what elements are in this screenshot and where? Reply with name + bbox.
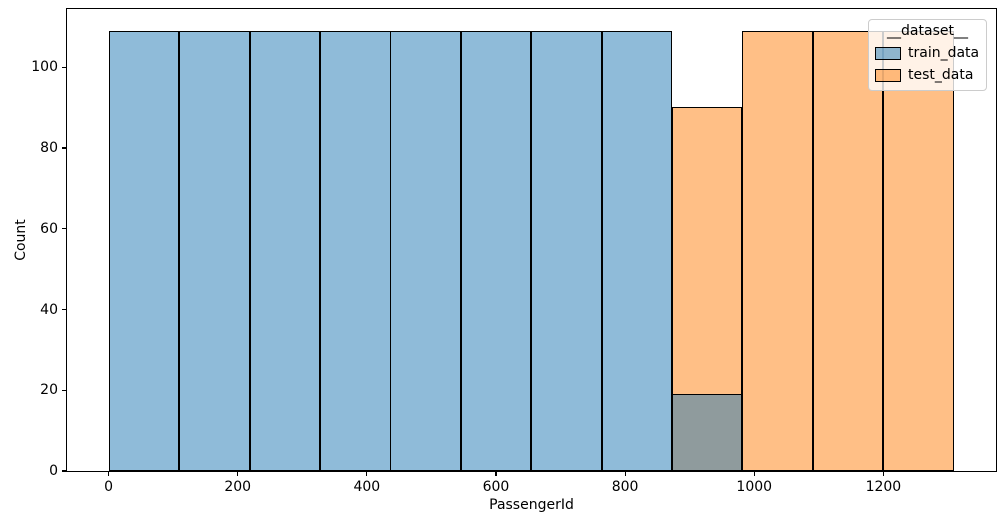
x-tick-mark <box>882 472 884 477</box>
x-tick-mark <box>753 472 755 477</box>
x-tick-label: 1000 <box>736 479 773 495</box>
y-tick-mark <box>61 228 66 230</box>
histogram-bar-train_data <box>672 394 743 471</box>
legend: __dataset__ train_data test_data <box>868 19 987 91</box>
legend-label-test-data: test_data <box>908 67 974 83</box>
histogram-bar-test_data <box>812 30 884 471</box>
y-tick-mark <box>61 66 66 68</box>
y-tick-mark <box>61 147 66 149</box>
histogram-bar-train_data <box>179 30 250 471</box>
y-tick-label: 60 <box>40 220 58 237</box>
legend-swatch-test-data-icon <box>875 69 901 82</box>
x-tick-label: 0 <box>104 479 114 495</box>
y-tick-mark <box>61 389 66 391</box>
histogram-bar-test_data <box>883 30 954 471</box>
legend-label-train-data: train_data <box>908 45 980 61</box>
y-tick-label: 80 <box>40 140 58 157</box>
x-tick-mark <box>624 472 626 477</box>
x-tick-mark <box>237 472 239 477</box>
legend-item-test-data: test_data <box>875 67 980 84</box>
y-tick-label: 40 <box>40 301 58 318</box>
x-tick-mark <box>366 472 368 477</box>
histogram-bar-train_data <box>601 30 673 471</box>
x-tick-label: 200 <box>224 479 252 495</box>
y-tick-label: 0 <box>49 463 58 479</box>
y-tick-label: 20 <box>40 382 58 399</box>
y-axis-label: Count <box>13 219 29 261</box>
histogram-bar-train_data <box>531 30 602 471</box>
x-tick-label: 400 <box>353 479 381 495</box>
bars-layer <box>67 9 996 471</box>
y-tick-mark <box>61 470 66 472</box>
x-tick-label: 800 <box>611 479 639 495</box>
histogram-bar-train_data <box>249 30 321 471</box>
plot-area <box>65 7 997 472</box>
legend-title: __dataset__ <box>887 23 968 39</box>
x-tick-mark <box>107 472 110 477</box>
histogram-bar-train_data <box>108 30 180 471</box>
x-tick-label: 1200 <box>865 479 902 495</box>
histogram-bar-train_data <box>390 30 461 471</box>
x-tick-mark <box>495 472 497 477</box>
histogram-bar-train_data <box>320 30 391 471</box>
histogram-bar-test_data <box>742 30 813 471</box>
legend-swatch-train-data-icon <box>875 47 901 60</box>
y-tick-mark <box>61 308 66 311</box>
legend-item-train-data: train_data <box>875 45 980 62</box>
x-tick-label: 600 <box>482 479 510 495</box>
histogram-bar-train_data <box>460 30 532 471</box>
y-tick-label: 100 <box>31 59 58 76</box>
x-axis-label: PassengerId <box>489 497 574 513</box>
